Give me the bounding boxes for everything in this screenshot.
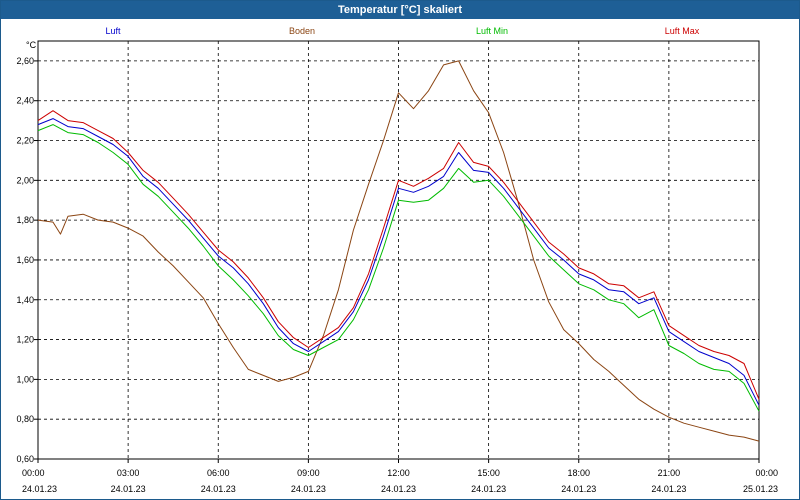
x-tick-label-time: 21:00 <box>658 468 681 478</box>
x-tick-label-time: 12:00 <box>387 468 410 478</box>
x-tick-label-date: 25.01.23 <box>743 484 778 494</box>
x-tick-label-time: 15:00 <box>477 468 500 478</box>
y-tick-label: 2,60 <box>16 56 34 66</box>
legend-entry-luft-max: Luft Max <box>665 26 700 36</box>
x-tick-label-date: 24.01.23 <box>651 484 686 494</box>
y-axis-label: °C <box>26 40 37 50</box>
y-tick-label: 2,20 <box>16 136 34 146</box>
x-tick-label-time: 00:00 <box>755 468 778 478</box>
series-line-boden <box>37 60 760 442</box>
x-tick-label-date: 24.01.23 <box>471 484 506 494</box>
legend-entry-boden: Boden <box>289 26 315 36</box>
chart-title: Temperatur [°C] skaliert <box>1 1 799 19</box>
series-line-luft <box>37 118 760 406</box>
x-tick-label-time: 06:00 <box>207 468 230 478</box>
y-tick-label: 2,40 <box>16 96 34 106</box>
y-tick-label: 1,40 <box>16 295 34 305</box>
x-tick-label-date: 24.01.23 <box>291 484 326 494</box>
series-line-luft-max <box>37 110 760 400</box>
x-tick-label-time: 09:00 <box>297 468 320 478</box>
y-tick-label: 0,60 <box>16 454 34 464</box>
legend-entry-luft-min: Luft Min <box>476 26 508 36</box>
x-tick-label-date: 24.01.23 <box>22 484 57 494</box>
y-tick-label: 1,60 <box>16 255 34 265</box>
y-tick-label: 0,80 <box>16 414 34 424</box>
x-tick-label-date: 24.01.23 <box>381 484 416 494</box>
legend-entry-luft: Luft <box>105 26 121 36</box>
x-tick-label-time: 03:00 <box>117 468 140 478</box>
x-tick-label-date: 24.01.23 <box>201 484 236 494</box>
series-line-luft-min <box>37 124 760 412</box>
x-tick-label-time: 18:00 <box>567 468 590 478</box>
x-tick-label-time: 00:00 <box>22 468 45 478</box>
x-tick-label-date: 24.01.23 <box>111 484 146 494</box>
y-tick-label: 1,80 <box>16 215 34 225</box>
x-tick-label-date: 24.01.23 <box>561 484 596 494</box>
y-tick-label: 1,00 <box>16 374 34 384</box>
y-tick-label: 1,20 <box>16 335 34 345</box>
y-tick-label: 2,00 <box>16 175 34 185</box>
